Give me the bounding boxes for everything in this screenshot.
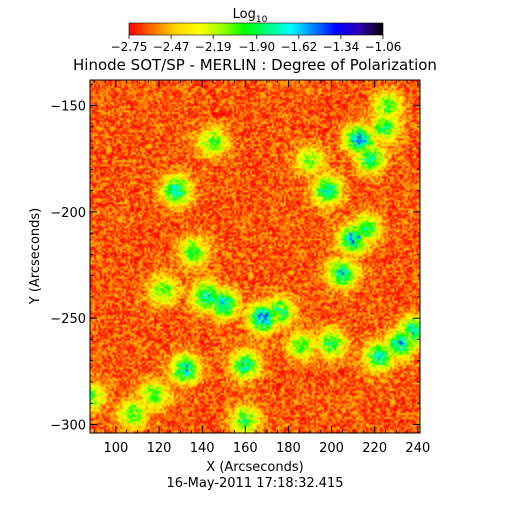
y-tick-label: −250 [50,312,86,327]
heatmap-image [90,80,420,433]
y-axis: −150 −200 −250 −300 [50,83,420,433]
x-tick-label: 160 [233,441,258,456]
colorbar-tick-label: −2.75 [111,40,148,54]
colorbar-label: Log10 [233,7,268,25]
colorbar-tick-label: −1.06 [365,40,402,54]
colorbar-tick-label: −2.19 [195,40,232,54]
chart-title: Hinode SOT/SP - MERLIN : Degree of Polar… [73,56,437,74]
colorbar-tick-label: −1.62 [280,40,317,54]
timestamp: 16-May-2011 17:18:32.415 [166,476,343,491]
x-axis-label: X (Arcseconds) [206,460,303,475]
x-tick-label: 240 [405,441,430,456]
plot-area: 100 120 140 160 180 200 220 240 −150 −200 −250 −30… [50,79,430,456]
y-tick-label: −300 [50,418,86,433]
y-tick-label: −150 [50,100,86,115]
colorbar-tick-label: −1.90 [238,40,275,54]
x-tick-label: 120 [147,441,172,456]
x-tick-label: 140 [190,441,215,456]
x-tick-label: 220 [362,441,387,456]
y-axis-label: Y (Arcseconds) [28,208,43,305]
colorbar-gradient [128,22,384,36]
x-axis: 100 120 140 160 180 200 220 240 [93,80,430,456]
colorbar-ticks: −2.75 −2.47 −2.19 −1.90 −1.62 −1.34 −1.06 [111,35,402,54]
x-tick-label: 180 [276,441,301,456]
x-tick-label: 100 [103,441,128,456]
y-tick-label: −200 [50,206,86,221]
colorbar-tick-label: −1.34 [323,40,360,54]
plot-frame [89,79,421,434]
colorbar-tick-label: −2.47 [153,40,190,54]
x-tick-label: 200 [319,441,344,456]
colorbar: Log10 −2.75 −2.47 −2.19 −1.90 −1.62 −1.34 −1.0… [111,7,402,54]
